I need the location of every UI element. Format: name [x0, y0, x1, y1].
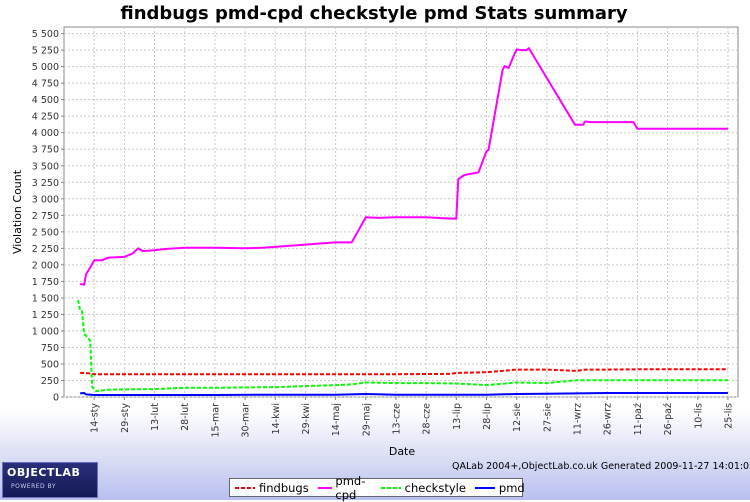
y-tick-label: 3 000	[32, 194, 59, 205]
series-line-pmd	[80, 392, 728, 396]
y-tick-label: 4 750	[32, 79, 59, 90]
chart-title: findbugs pmd-cpd checkstyle pmd Stats su…	[120, 3, 627, 24]
y-axis-label: Violation Count	[11, 169, 24, 254]
y-tick-label: 2 500	[32, 227, 59, 238]
x-tick-label: 13-lut	[150, 403, 161, 431]
series-lines	[77, 47, 728, 396]
generated-credit: QALab 2004+,ObjectLab.co.uk Generated 20…	[452, 461, 750, 472]
x-tick-label: 29-sty	[120, 403, 131, 433]
x-tick-label: 15-mar	[210, 403, 221, 438]
y-tick-label: 1 750	[32, 277, 59, 288]
legend-item-findbugs: findbugs	[234, 481, 309, 495]
y-tick-label: 500	[41, 359, 59, 370]
x-tick-label: 26-paź	[663, 403, 674, 435]
x-tick-label: 28-lip	[482, 403, 493, 430]
y-tick-label: 2 250	[32, 244, 59, 255]
series-line-findbugs	[80, 368, 728, 376]
y-tick-label: 250	[41, 376, 59, 387]
legend-swatch	[235, 486, 255, 489]
y-tick-label: 4 250	[32, 112, 59, 123]
y-tick-label: 2 750	[32, 211, 59, 222]
legend-swatch	[317, 486, 333, 489]
x-tick-label: 28-lut	[180, 403, 191, 431]
x-tick-label: 29-maj	[361, 403, 372, 436]
y-tick-label: 5 500	[32, 29, 59, 40]
y-tick-label: 750	[41, 343, 59, 354]
legend-item-checkstyle: checkstyle	[380, 481, 466, 495]
plot-frame	[63, 26, 739, 398]
x-tick-label: 13-lip	[452, 403, 463, 430]
y-tick-label: 4 000	[32, 128, 59, 139]
legend-item-pmd: pmd	[474, 481, 525, 495]
x-tick-label: 14-kwi	[271, 403, 282, 434]
y-tick-label: 5 250	[32, 46, 59, 57]
y-tick-label: 5 000	[32, 62, 59, 73]
x-tick-label: 10-lis	[693, 403, 704, 429]
x-tick-label: 14-sty	[90, 403, 101, 433]
plot-area	[63, 26, 739, 398]
objectlab-logo: OBJECTLAB POWERED BY	[2, 462, 98, 498]
y-tick-label: 3 750	[32, 145, 59, 156]
y-tick-label: 1 500	[32, 293, 59, 304]
logo-text: OBJECTLAB	[7, 466, 81, 479]
logo-subtext: POWERED BY	[11, 483, 57, 490]
x-tick-label: 27-sie	[542, 403, 553, 432]
x-tick-label: 29-kwi	[301, 403, 312, 434]
y-tick-label: 1 000	[32, 326, 59, 337]
y-tick-label: 1 250	[32, 310, 59, 321]
x-tick-label: 11-paź	[633, 403, 644, 435]
grid-lines	[64, 27, 738, 398]
y-tick-label: 3 500	[32, 161, 59, 172]
legend: findbugs pmd-cpd checkstyle pmd	[229, 474, 525, 502]
legend-swatch	[380, 486, 401, 489]
series-line-checkstyle	[77, 299, 728, 393]
series-line-pmd-cpd	[79, 47, 728, 286]
y-tick-label: 0	[53, 393, 59, 404]
y-axis-ticks: 0 250 500 750 1 000 1 250 1 500 1 750 2 000 2 250…	[32, 29, 64, 404]
x-axis-label: Date	[389, 445, 416, 458]
x-tick-label: 12-sie	[512, 403, 523, 432]
legend-label: checkstyle	[404, 480, 466, 495]
legend-label: findbugs	[259, 480, 309, 495]
x-tick-label: 14-maj	[331, 403, 342, 436]
x-tick-label: 11-wrz	[573, 403, 584, 435]
legend-swatch	[474, 486, 495, 489]
x-tick-label: 13-cze	[391, 403, 402, 435]
x-tick-label: 26-wrz	[603, 403, 614, 435]
legend-label: pmd-cpd	[335, 473, 366, 502]
legend-item-pmd-cpd: pmd-cpd	[317, 474, 372, 502]
x-axis-ticks: 14-sty 29-sty 13-lut 28-lut 15-mar 30-mar 14-k…	[90, 397, 734, 438]
x-tick-label: 25-lis	[723, 403, 734, 429]
x-tick-label: 28-cze	[422, 403, 433, 435]
x-tick-label: 30-mar	[241, 403, 252, 438]
y-tick-label: 4 500	[32, 95, 59, 106]
y-tick-label: 2 000	[32, 260, 59, 271]
y-tick-label: 3 250	[32, 178, 59, 189]
legend-label: pmd	[498, 480, 525, 495]
